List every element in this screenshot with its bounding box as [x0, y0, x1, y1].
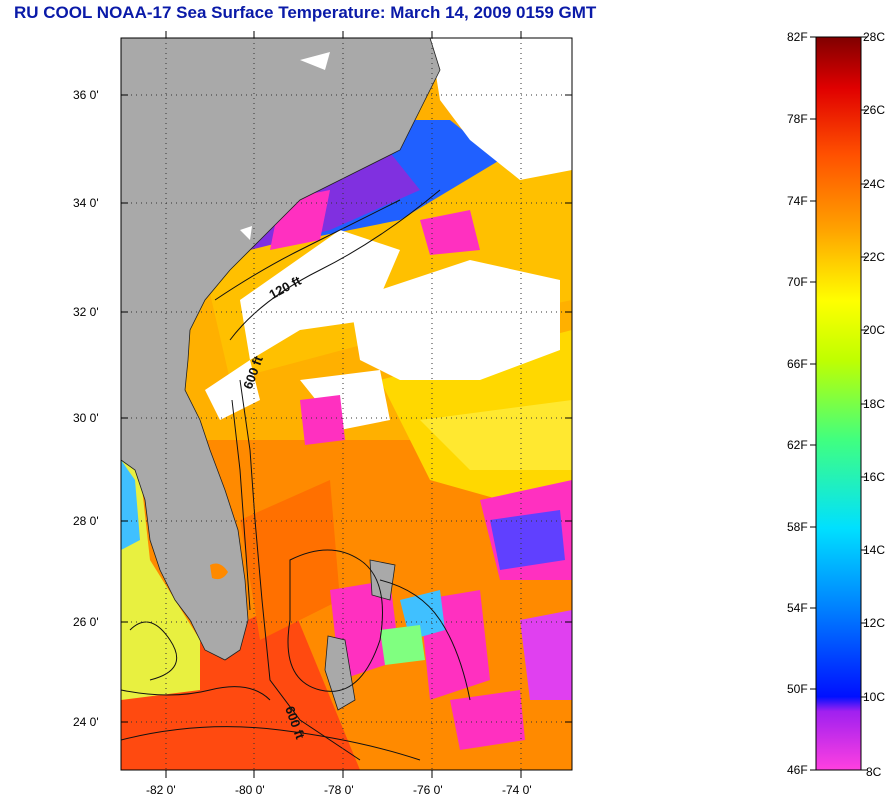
colorbar-c-label: 20C: [863, 323, 886, 337]
tick-marks: [121, 31, 572, 778]
colorbar-c-label: 14C: [863, 543, 886, 557]
colorbar-c-label: 22C: [863, 250, 886, 264]
colorbar-c-label: 24C: [863, 177, 886, 191]
lon-label: -82 0': [146, 783, 176, 797]
colorbar-f-label: 50F: [787, 682, 808, 696]
colorbar-f-label: 54F: [787, 601, 808, 615]
lat-label: 26 0': [73, 615, 99, 629]
graticule: [121, 38, 572, 770]
colorbar-f-label: 46F: [787, 763, 808, 777]
map-frame: [120, 37, 573, 771]
colorbar-f-label: 62F: [787, 438, 808, 452]
map-title: RU COOL NOAA-17 Sea Surface Temperature:…: [14, 3, 597, 22]
colorbar-c-label: 16C: [863, 470, 886, 484]
colorbar-f-label: 66F: [787, 357, 808, 371]
colorbar-c-label: 26C: [863, 103, 886, 117]
lat-label: 24 0': [73, 715, 99, 729]
colorbar-c-label: 12C: [863, 616, 886, 630]
colorbar-f-label: 78F: [787, 112, 808, 126]
colorbar-f-label: 70F: [787, 275, 808, 289]
colorbar-f-label: 58F: [787, 520, 808, 534]
lon-label: -80 0': [235, 783, 265, 797]
map-area: [121, 38, 572, 770]
colorbar-c-label: 18C: [863, 397, 886, 411]
lon-label: -74 0': [502, 783, 532, 797]
colorbar-c-label: 10C: [863, 690, 886, 704]
colorbar: [815, 36, 862, 771]
colorbar-f-label: 82F: [787, 30, 808, 44]
colorbar-c-label: 8C: [866, 765, 882, 779]
lat-label: 32 0': [73, 305, 99, 319]
lat-label: 30 0': [73, 411, 99, 425]
colorbar-ticks: [810, 36, 867, 771]
lon-label: -78 0': [324, 783, 354, 797]
colorbar-f-label: 74F: [787, 194, 808, 208]
lat-label: 34 0': [73, 196, 99, 210]
lat-label: 28 0': [73, 514, 99, 528]
lat-label: 36 0': [73, 88, 99, 102]
colorbar-c-label: 28C: [863, 30, 886, 44]
lon-label: -76 0': [413, 783, 443, 797]
